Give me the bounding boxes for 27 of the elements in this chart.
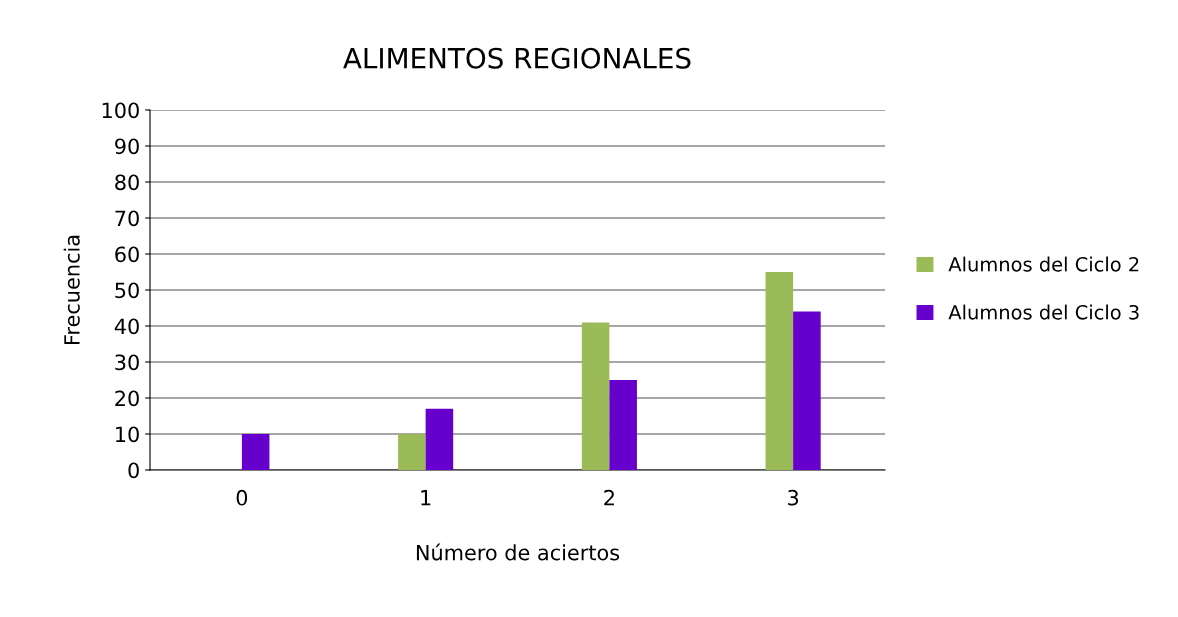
x-tick-label: 1 bbox=[421, 490, 431, 506]
y-tick-label: 100 bbox=[102, 102, 139, 119]
y-tick-label: 70 bbox=[115, 210, 139, 227]
y-tick-label: 90 bbox=[115, 138, 139, 155]
y-tick-label: 10 bbox=[116, 426, 139, 443]
y-tick-label: 0 bbox=[128, 462, 139, 479]
x-tick-label: 0 bbox=[236, 489, 248, 506]
x-tick-label: 2 bbox=[604, 489, 614, 506]
y-tick-label: 60 bbox=[115, 246, 139, 263]
y-tick-label: 20 bbox=[115, 390, 139, 407]
legend-label: Alumnos del Ciclo 2 bbox=[948, 256, 1139, 272]
bar bbox=[609, 380, 637, 470]
y-tick-label: 40 bbox=[114, 318, 139, 335]
bar bbox=[765, 272, 794, 470]
bar bbox=[241, 434, 270, 470]
legend-label: Alumnos del Ciclo 3 bbox=[948, 304, 1139, 320]
bar bbox=[793, 311, 821, 470]
chart-title: ALIMENTOS REGIONALES bbox=[343, 47, 691, 69]
y-tick-label: 80 bbox=[115, 174, 139, 191]
y-tick-label: 50 bbox=[115, 282, 139, 299]
bar bbox=[581, 322, 610, 470]
bar bbox=[425, 408, 454, 470]
y-tick-label: 30 bbox=[115, 354, 139, 371]
y-axis-title: Frecuencia bbox=[63, 235, 80, 344]
x-tick-label: 3 bbox=[788, 489, 799, 506]
bar bbox=[398, 434, 426, 470]
x-axis-title: Número de aciertos bbox=[416, 543, 620, 561]
